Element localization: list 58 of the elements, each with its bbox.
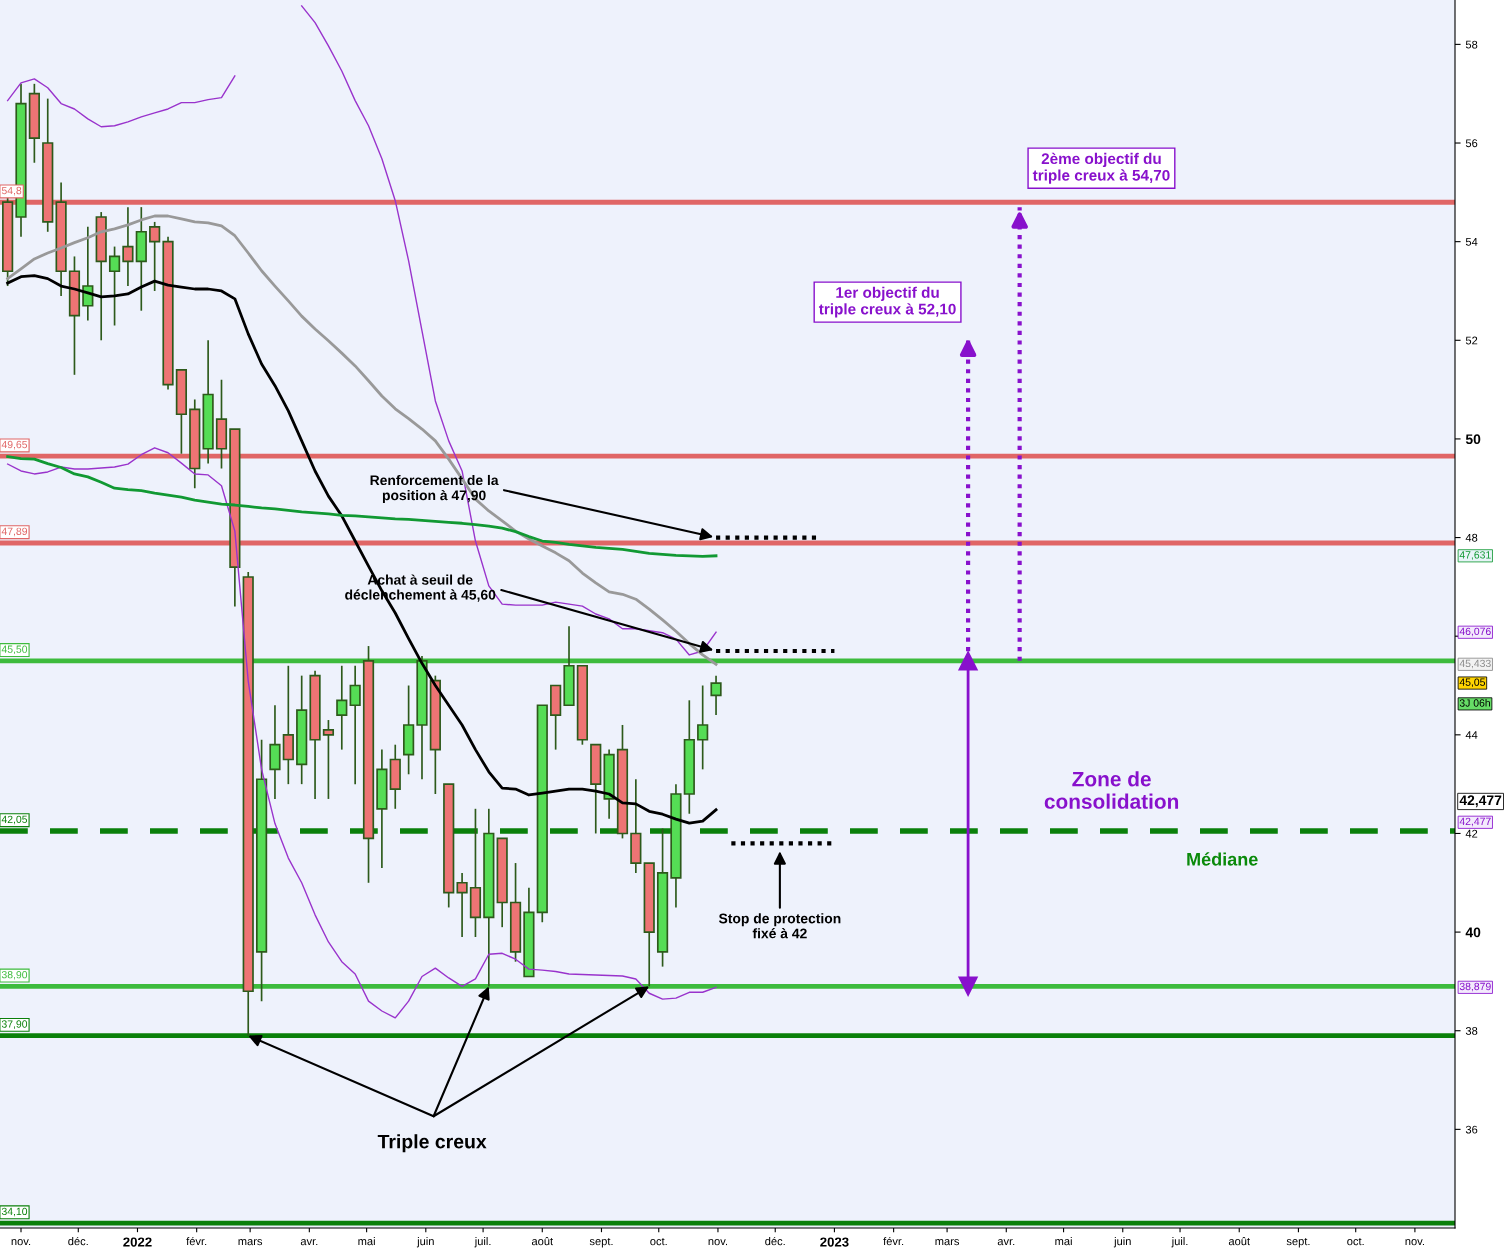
y-tick-label: 56 xyxy=(1465,139,1478,148)
x-tick-label: mars xyxy=(935,1239,960,1246)
ref-line-label: 37,90 xyxy=(1,1020,28,1029)
y-tick-label: 52 xyxy=(1465,336,1478,345)
text: 3J 06h xyxy=(1459,699,1490,707)
annotation: 1er objectif du triple creux à 52,10 xyxy=(818,286,956,318)
ref-line-label: 49,65 xyxy=(1,440,28,450)
y-tick-label: 54 xyxy=(1465,238,1478,246)
text: 47,631 xyxy=(1459,551,1491,560)
y-tick-label: 42 xyxy=(1465,829,1478,838)
ref-line-label: 54,8 xyxy=(1,186,22,196)
annotation: Zone de consolidation xyxy=(1044,771,1179,809)
text: 38,879 xyxy=(1459,982,1491,992)
ref-line-label: 45,50 xyxy=(1,645,28,655)
annotation: Triple creux xyxy=(377,1134,487,1153)
y-tick-label: 58 xyxy=(1465,40,1478,49)
x-tick-label: févr. xyxy=(186,1236,207,1246)
x-tick-label: oct. xyxy=(650,1237,667,1246)
x-tick-label: mai xyxy=(358,1237,375,1246)
x-tick-label: nov. xyxy=(11,1239,31,1246)
y-tick-label: 38 xyxy=(1465,1027,1478,1035)
x-tick-label: 2023 xyxy=(820,1237,849,1247)
x-tick-label: sept. xyxy=(589,1237,613,1248)
text: 42,477 xyxy=(1459,817,1491,827)
x-tick-label: juin xyxy=(416,1237,434,1248)
x-tick-label: oct. xyxy=(1347,1237,1364,1246)
y-tick-label: 40 xyxy=(1465,927,1481,938)
annotation: Médiane xyxy=(1187,852,1258,866)
x-tick-label: juin xyxy=(1113,1237,1131,1248)
ref-line-label: 42,05 xyxy=(1,815,28,825)
x-tick-label: 2022 xyxy=(123,1237,152,1247)
x-tick-label: févr. xyxy=(883,1236,904,1246)
x-tick-label: août xyxy=(531,1236,554,1246)
x-tick-label: août xyxy=(1228,1236,1250,1246)
x-tick-label: nov. xyxy=(1405,1239,1424,1246)
y-tick-label: 36 xyxy=(1465,1125,1478,1134)
text: 45,433 xyxy=(1459,659,1491,669)
text: 46,076 xyxy=(1459,627,1491,637)
y-tick-label: 48 xyxy=(1465,533,1478,542)
y-tick-label: 44 xyxy=(1465,731,1478,739)
x-tick-label: juil. xyxy=(1171,1237,1188,1248)
ref-line-label: 47,89 xyxy=(1,527,28,537)
x-tick-label: avr. xyxy=(300,1239,318,1246)
x-tick-label: avr. xyxy=(997,1239,1015,1246)
x-tick-label: nov. xyxy=(708,1239,728,1246)
annotation: Stop de protection fixé à 42 xyxy=(718,913,841,939)
x-tick-label: mai xyxy=(1055,1237,1072,1246)
annotation: 2ème objectif du triple creux à 54,70 xyxy=(1032,152,1170,184)
ref-line-label: 38,90 xyxy=(1,970,28,980)
ref-line-label: 34,10 xyxy=(1,1207,28,1217)
x-tick-label: déc. xyxy=(68,1236,88,1246)
text: 45,05 xyxy=(1459,678,1485,688)
text: 42,477 xyxy=(1459,795,1502,808)
x-tick-label: juil. xyxy=(474,1237,491,1248)
x-tick-label: sept. xyxy=(1286,1237,1310,1248)
x-tick-label: mars xyxy=(238,1239,263,1246)
y-tick-label: 50 xyxy=(1465,434,1481,445)
x-tick-label: déc. xyxy=(765,1236,785,1246)
